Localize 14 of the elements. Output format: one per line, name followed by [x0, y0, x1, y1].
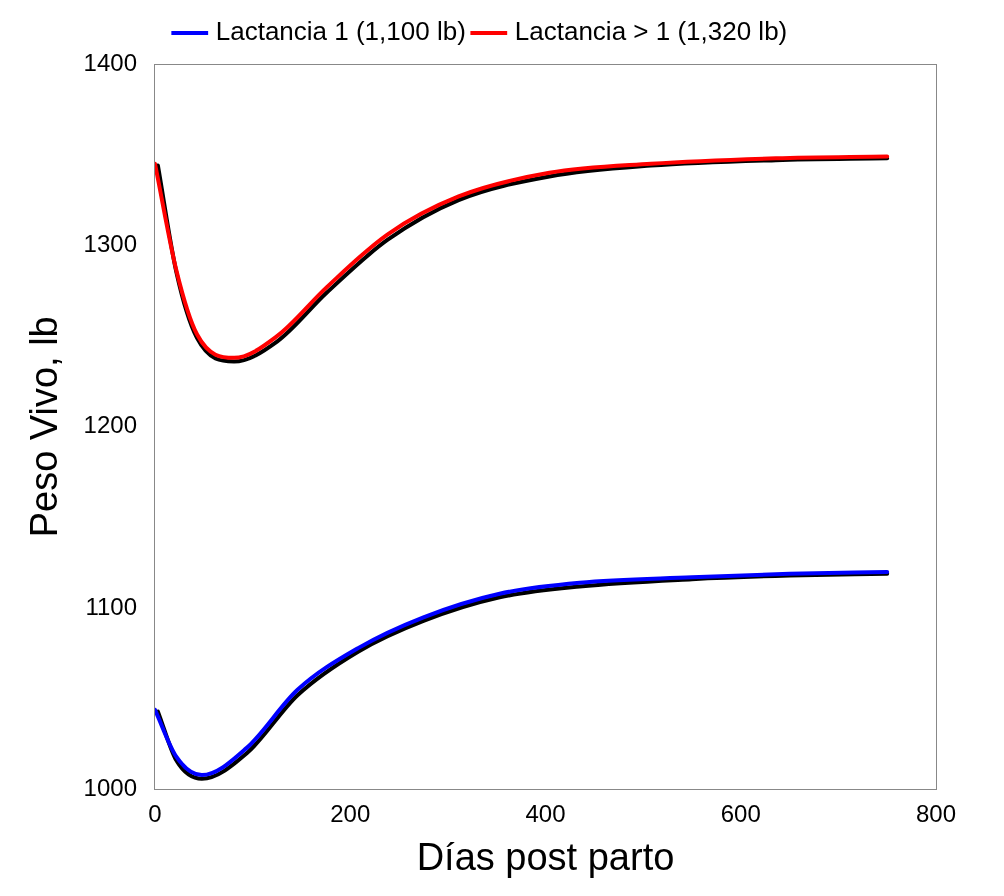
- x-tick-label: 800: [915, 799, 957, 827]
- y-tick-label: 1100: [85, 592, 137, 620]
- y-tick-label: 1200: [83, 411, 137, 439]
- x-tick-label: 0: [148, 799, 162, 827]
- x-axis-title: Días post parto: [416, 835, 675, 878]
- x-tick-label: 400: [525, 799, 566, 827]
- x-tick-label: 600: [720, 799, 761, 827]
- y-tick-label: 1000: [83, 774, 137, 802]
- x-tick-label: 200: [330, 799, 371, 827]
- y-tick-label: 1400: [83, 48, 137, 76]
- legend-label: Lactancia 1 (1,100 lb): [215, 16, 466, 47]
- y-axis-title: Peso Vivo, lb: [23, 316, 66, 538]
- y-tick-label: 1300: [83, 230, 137, 258]
- legend-label: Lactancia > 1 (1,320 lb): [514, 16, 788, 47]
